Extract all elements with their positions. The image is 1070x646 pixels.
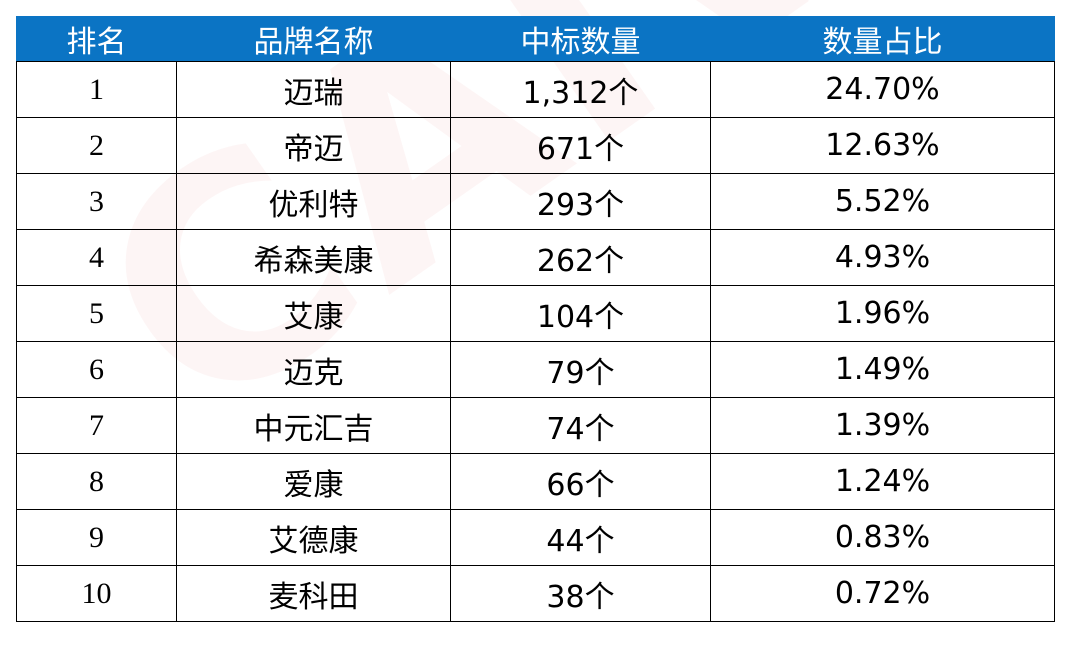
table-cell: 24.70% bbox=[710, 61, 1055, 118]
table-cell: 1.96% bbox=[710, 285, 1055, 342]
table-cell: 293个 bbox=[450, 173, 711, 230]
table-cell: 74个 bbox=[450, 397, 711, 454]
table-cell: 中元汇吉 bbox=[176, 397, 451, 454]
table-cell: 79个 bbox=[450, 341, 711, 398]
header-cell: 排名 bbox=[16, 16, 177, 62]
table-cell: 3 bbox=[16, 173, 177, 230]
table-cell: 爱康 bbox=[176, 453, 451, 510]
table-body: 1 迈瑞 1,312个 24.70% 2 帝迈 671个 12.63% 3 优利特 293个 5.52… bbox=[16, 61, 1055, 622]
table-cell: 1.49% bbox=[710, 341, 1055, 398]
table-cell: 671个 bbox=[450, 117, 711, 174]
table-cell: 0.72% bbox=[710, 565, 1055, 622]
table-cell: 10 bbox=[16, 565, 177, 622]
table-row: 7 中元汇吉 74个 1.39% bbox=[16, 397, 1055, 454]
table-cell: 优利特 bbox=[176, 173, 451, 230]
header-cell: 数量占比 bbox=[710, 16, 1055, 62]
table-cell: 帝迈 bbox=[176, 117, 451, 174]
table-cell: 12.63% bbox=[710, 117, 1055, 174]
table-cell: 66个 bbox=[450, 453, 711, 510]
table-row: 5 艾康 104个 1.96% bbox=[16, 285, 1055, 342]
table-cell: 5.52% bbox=[710, 173, 1055, 230]
table-cell: 262个 bbox=[450, 229, 711, 286]
table-cell: 艾康 bbox=[176, 285, 451, 342]
table-cell: 麦科田 bbox=[176, 565, 451, 622]
table-row: 2 帝迈 671个 12.63% bbox=[16, 117, 1055, 174]
table-cell: 104个 bbox=[450, 285, 711, 342]
table-cell: 迈克 bbox=[176, 341, 451, 398]
table-row: 8 爱康 66个 1.24% bbox=[16, 453, 1055, 510]
table-cell: 9 bbox=[16, 509, 177, 566]
table-cell: 1.24% bbox=[710, 453, 1055, 510]
table-cell: 1 bbox=[16, 61, 177, 118]
table-row: 3 优利特 293个 5.52% bbox=[16, 173, 1055, 230]
table-row: 1 迈瑞 1,312个 24.70% bbox=[16, 61, 1055, 118]
table-cell: 4 bbox=[16, 229, 177, 286]
table-cell: 0.83% bbox=[710, 509, 1055, 566]
table-cell: 6 bbox=[16, 341, 177, 398]
table-cell: 1,312个 bbox=[450, 61, 711, 118]
header-row: 排名 品牌名称 中标数量 数量占比 bbox=[16, 16, 1055, 62]
table-row: 10 麦科田 38个 0.72% bbox=[16, 565, 1055, 622]
table-cell: 1.39% bbox=[710, 397, 1055, 454]
header-cell: 中标数量 bbox=[450, 16, 711, 62]
table-cell: 44个 bbox=[450, 509, 711, 566]
table-cell: 2 bbox=[16, 117, 177, 174]
ranking-table: 排名 品牌名称 中标数量 数量占比 1 迈瑞 1,312个 24.70% 2 帝迈 671个 12.… bbox=[16, 16, 1055, 622]
table-row: 9 艾德康 44个 0.83% bbox=[16, 509, 1055, 566]
table-cell: 艾德康 bbox=[176, 509, 451, 566]
header-cell: 品牌名称 bbox=[176, 16, 451, 62]
table-row: 6 迈克 79个 1.49% bbox=[16, 341, 1055, 398]
table-cell: 希森美康 bbox=[176, 229, 451, 286]
table-cell: 4.93% bbox=[710, 229, 1055, 286]
table-cell: 38个 bbox=[450, 565, 711, 622]
table-cell: 迈瑞 bbox=[176, 61, 451, 118]
table-cell: 5 bbox=[16, 285, 177, 342]
table-cell: 7 bbox=[16, 397, 177, 454]
table-cell: 8 bbox=[16, 453, 177, 510]
table-row: 4 希森美康 262个 4.93% bbox=[16, 229, 1055, 286]
